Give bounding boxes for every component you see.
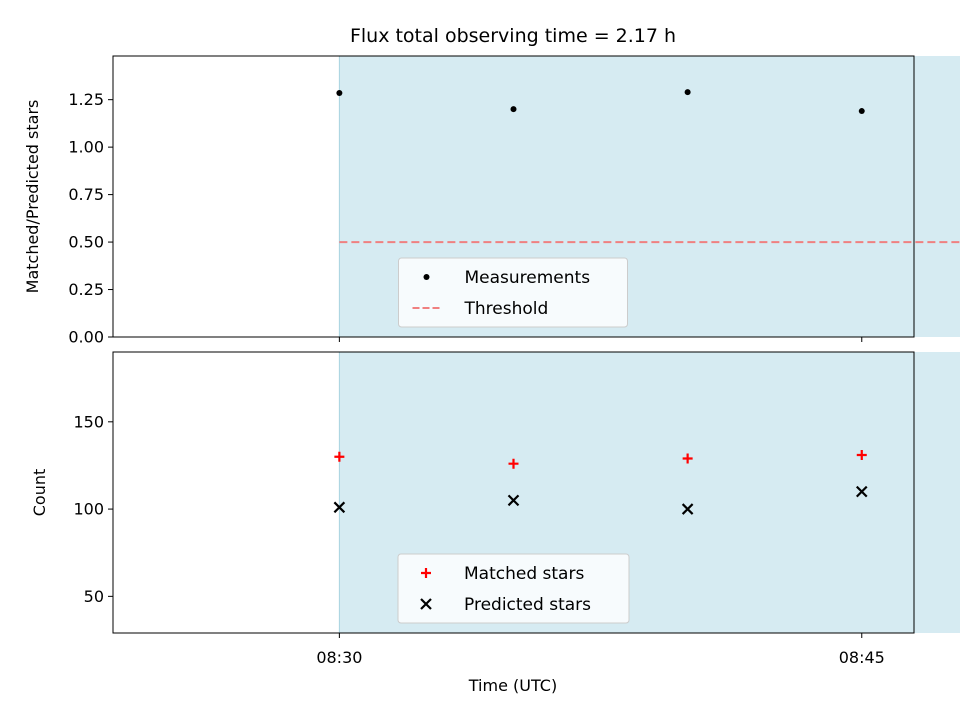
series-predicted-stars	[333, 485, 868, 515]
data-point	[855, 485, 868, 498]
data-point	[334, 451, 345, 462]
y-tick-label: 1.25	[68, 90, 104, 109]
legend-label: Measurements	[465, 268, 591, 288]
y-tick-label: 100	[73, 500, 104, 519]
data-point	[336, 90, 343, 97]
y-tick-label: 0.00	[68, 328, 104, 347]
legend-marker	[423, 274, 430, 280]
data-point	[682, 453, 693, 464]
legend-label: Threshold	[464, 299, 549, 319]
legend-marker	[421, 568, 431, 578]
data-point	[508, 458, 519, 469]
data-point	[333, 501, 346, 514]
y-tick-label: 1.00	[68, 138, 104, 157]
y-tick-label: 150	[73, 412, 104, 431]
y-axis-label: Matched/Predicted stars	[23, 100, 42, 294]
chart-title: Flux total observing time = 2.17 h	[350, 25, 676, 47]
legend-box	[398, 257, 628, 328]
data-point	[681, 503, 694, 515]
legend-label: Matched stars	[464, 564, 584, 584]
y-tick-label: 0.25	[68, 280, 104, 299]
data-point	[507, 494, 520, 507]
x-axis: 08:3008:4509:0009:1509:3009:4510:0010:15…	[316, 648, 885, 667]
data-point	[510, 106, 517, 113]
legend-box	[397, 553, 630, 624]
y-tick-label: 50	[84, 587, 104, 606]
y-axis-label: Count	[30, 469, 49, 517]
legend: Matched stars Predicted stars	[397, 553, 630, 624]
x-tick-label: 08:30	[316, 648, 362, 667]
data-point	[858, 108, 865, 115]
ratio-panel: 0.00 0.25 0.50 0.75 1.00 1.25 Matched/Predicte…	[23, 55, 960, 347]
data-point	[856, 449, 867, 460]
data-point	[684, 89, 691, 96]
legend-label: Predicted stars	[464, 595, 591, 615]
x-tick-label: 08:45	[839, 648, 885, 667]
legend: Measurements Threshold	[398, 257, 628, 328]
legend-marker	[420, 598, 432, 610]
y-tick-label: 0.50	[68, 233, 104, 252]
count-panel: 50 100 150 Count Matched stars Predicted star…	[30, 351, 960, 638]
series-matched-stars	[334, 449, 867, 469]
series-measurements	[336, 89, 865, 115]
x-axis-label: Time (UTC)	[468, 676, 557, 695]
axes-frame	[112, 55, 915, 338]
axes-frame	[112, 351, 915, 634]
y-tick-label: 0.75	[68, 185, 104, 204]
